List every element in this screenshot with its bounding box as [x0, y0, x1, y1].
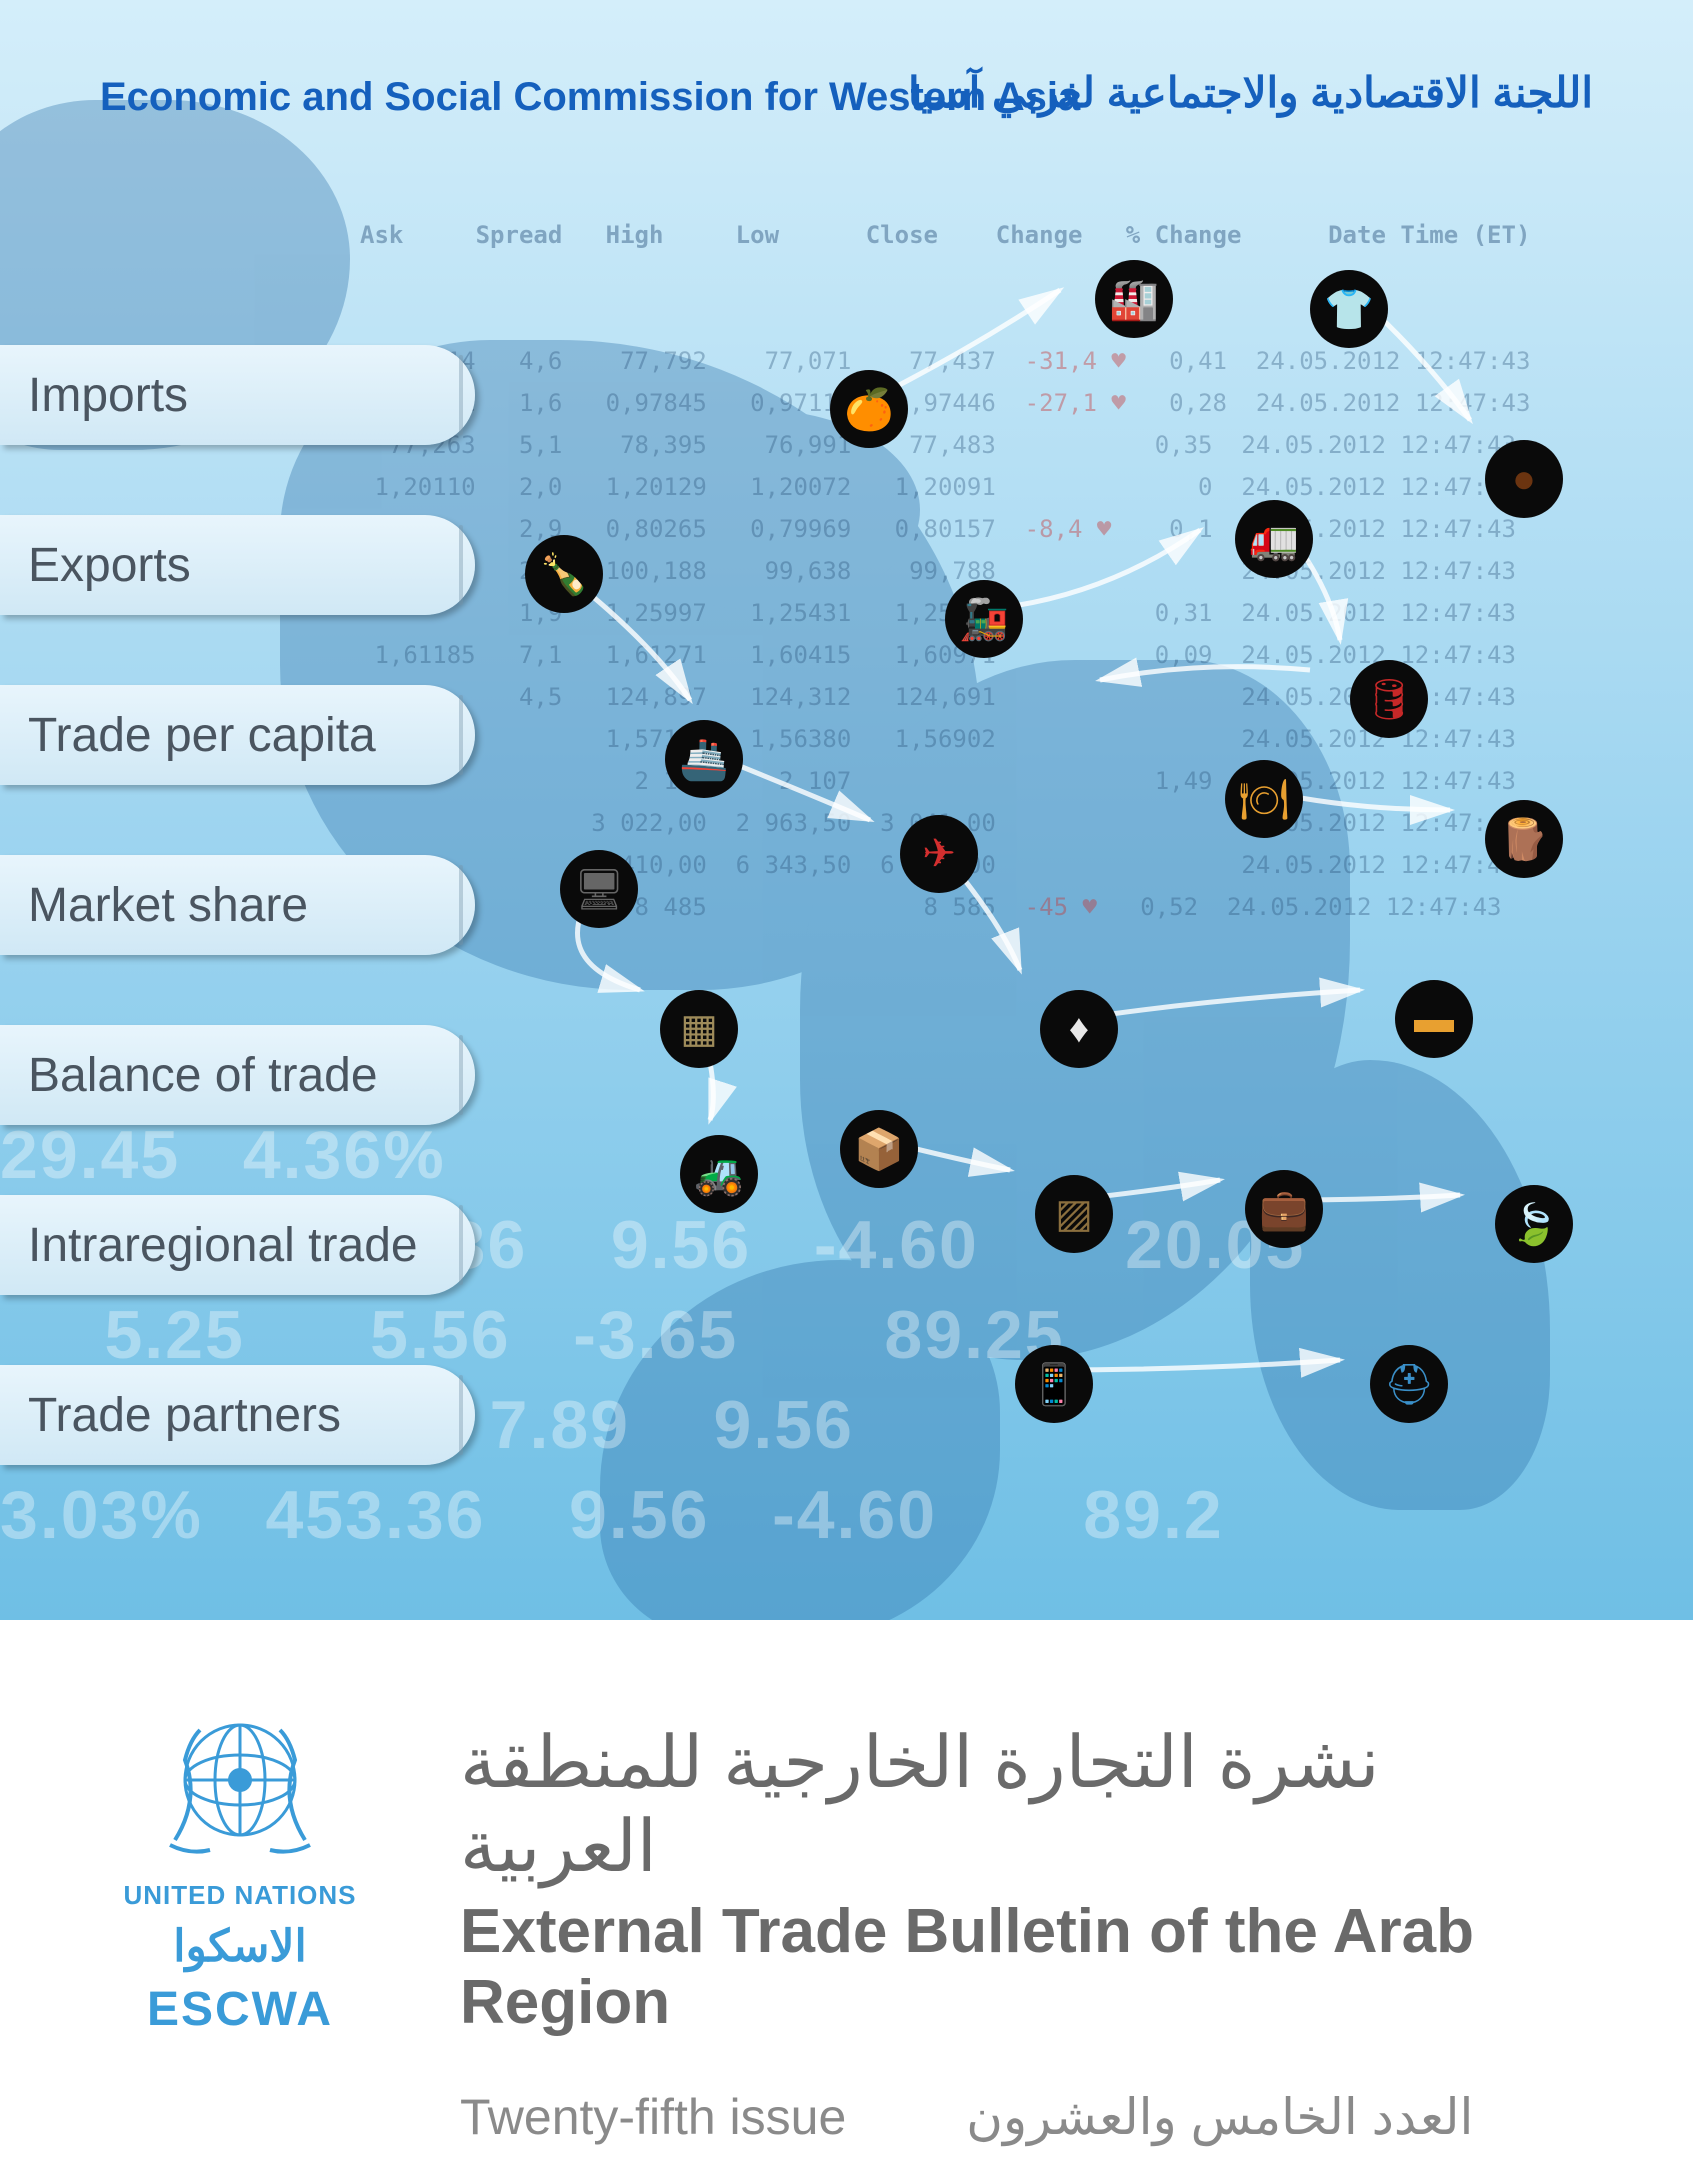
tab-label: Trade partners	[28, 1388, 341, 1443]
barrel-icon: 🛢	[1350, 660, 1428, 738]
phone-icon: 📱	[1015, 1345, 1093, 1423]
ticker-row: 77,263 5,1 78,395 76,991 77,483 0,35 24.…	[360, 424, 1673, 466]
issue-arabic: العدد الخامس والعشرون	[966, 2088, 1473, 2146]
tab-imports[interactable]: Imports	[0, 345, 475, 445]
bulletin-title-english: External Trade Bulletin of the Arab Regi…	[460, 1896, 1593, 2038]
bulletin-title-arabic: نشرة التجارة الخارجية للمنطقة العربية	[460, 1720, 1593, 1888]
header-arabic: اللجنة الاقتصادية والاجتماعية لغربي آسيا	[908, 68, 1593, 117]
tab-label: Balance of trade	[28, 1048, 378, 1103]
escwa-arabic-label: الاسكوا	[173, 1921, 306, 1972]
shirt-icon: 👕	[1310, 270, 1388, 348]
ticker-row: 77,114 4,6 77,792 77,071 77,437 -31,4 ♥ …	[360, 340, 1673, 382]
forklift-icon: 🚜	[680, 1135, 758, 1213]
tab-market-share[interactable]: Market share	[0, 855, 475, 955]
ticker-row: 0,97191 1,6 0,97845 0,97112 0,97446 -27,…	[360, 382, 1673, 424]
train-icon: 🚂	[945, 580, 1023, 658]
textile-icon: ▨	[1035, 1175, 1113, 1253]
coffee-icon: ●	[1485, 440, 1563, 518]
tab-exports[interactable]: Exports	[0, 515, 475, 615]
bottle-icon: 🍾	[525, 535, 603, 613]
ticker-row: 3 022,00 2 963,50 3 041,00 24.05.2012 12…	[360, 802, 1673, 844]
tab-label: Market share	[28, 878, 308, 933]
tab-label: Intraregional trade	[28, 1218, 418, 1273]
container-icon: 📦	[840, 1110, 918, 1188]
gold-icon: ▬	[1395, 980, 1473, 1058]
tab-label: Exports	[28, 538, 191, 593]
un-emblem-icon	[140, 1700, 340, 1870]
un-logo-block: UNITED NATIONS الاسكوا ESCWA	[100, 1700, 380, 2037]
footer: UNITED NATIONS الاسكوا ESCWA نشرة التجار…	[0, 1660, 1693, 2158]
leaf-icon: 🍃	[1495, 1185, 1573, 1263]
industry-icon: 🏭	[1095, 260, 1173, 338]
category-tabs: Imports Exports Trade per capita Market …	[0, 345, 475, 1465]
cover-map-area: Ask Spread High Low Close Change % Chang…	[0, 0, 1693, 1620]
ticker-row: 8 485 8 585 -45 ♥ 0,52 24.05.2012 12:47:…	[360, 886, 1673, 928]
ticker-row: 4,5 124,897 124,312 124,691 24.05.2012 1…	[360, 676, 1673, 718]
ticker-row: 2 152 2 107 1,49 24.05.2012 12:47:43	[360, 760, 1673, 802]
ticker-row: 1,20110 2,0 1,20129 1,20072 1,20091 0 24…	[360, 466, 1673, 508]
food-icon: 🍽	[1225, 760, 1303, 838]
tab-trade-per-capita[interactable]: Trade per capita	[0, 685, 475, 785]
tab-intraregional-trade[interactable]: Intraregional trade	[0, 1195, 475, 1295]
ship-icon: 🚢	[665, 720, 743, 798]
monitor-icon: 🖥	[560, 850, 638, 928]
ticker-row: 1,57127 1,56380 1,56902 24.05.2012 12:47…	[360, 718, 1673, 760]
helmet-icon: ⛑	[1370, 1345, 1448, 1423]
issue-row: Twenty-fifth issue العدد الخامس والعشرون	[460, 2088, 1593, 2146]
ticker-row: 6 410,00 6 343,50 6 365,00 24.05.2012 12…	[360, 844, 1673, 886]
tab-trade-partners[interactable]: Trade partners	[0, 1365, 475, 1465]
united-nations-label: UNITED NATIONS	[123, 1880, 356, 1911]
plane-icon: ✈	[900, 815, 978, 893]
tab-label: Imports	[28, 368, 188, 423]
briefcase-icon: 💼	[1245, 1170, 1323, 1248]
ticker-header: Ask Spread High Low Close Change % Chang…	[360, 214, 1673, 256]
tab-label: Trade per capita	[28, 708, 376, 763]
orange-icon: 🍊	[830, 370, 908, 448]
escwa-english-label: ESCWA	[147, 1982, 333, 2037]
wood-icon: 🪵	[1485, 800, 1563, 878]
truck-icon: 🚛	[1235, 500, 1313, 578]
tab-balance-of-trade[interactable]: Balance of trade	[0, 1025, 475, 1125]
diamond-icon: ♦	[1040, 990, 1118, 1068]
chip-icon: ▦	[660, 990, 738, 1068]
issue-english: Twenty-fifth issue	[460, 2088, 846, 2146]
title-block: نشرة التجارة الخارجية للمنطقة العربية Ex…	[380, 1700, 1593, 2146]
